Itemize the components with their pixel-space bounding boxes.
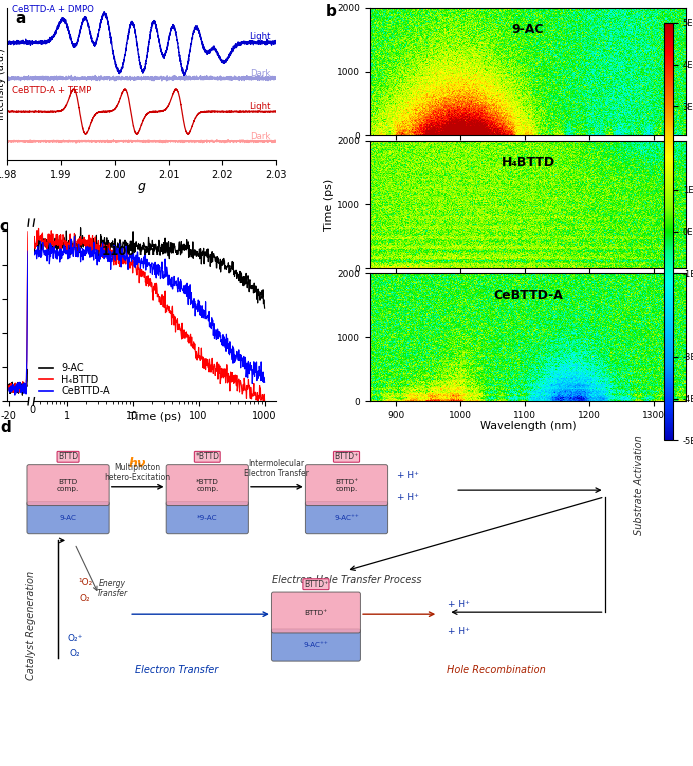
FancyBboxPatch shape xyxy=(306,465,387,506)
X-axis label: Wavelength (nm): Wavelength (nm) xyxy=(480,421,577,431)
Text: 0: 0 xyxy=(29,405,35,415)
Text: BTTD: BTTD xyxy=(58,452,78,461)
Text: BTTD⁺
comp.: BTTD⁺ comp. xyxy=(335,479,358,492)
Text: O₂⁺: O₂⁺ xyxy=(67,634,82,643)
Text: BTTD⁺: BTTD⁺ xyxy=(304,610,328,616)
Text: H₄BTTD: H₄BTTD xyxy=(502,156,554,169)
Text: Time (ps): Time (ps) xyxy=(129,412,181,422)
Text: O₂: O₂ xyxy=(69,650,80,659)
Text: *BTTD: *BTTD xyxy=(195,452,219,461)
Text: *9-AC: *9-AC xyxy=(197,515,218,521)
Legend: 9-AC, H₄BTTD, CeBTTD-A: 9-AC, H₄BTTD, CeBTTD-A xyxy=(39,363,109,396)
Y-axis label: Intensity (a.u.): Intensity (a.u.) xyxy=(0,47,6,119)
Text: Dark: Dark xyxy=(250,69,271,78)
Text: O₂: O₂ xyxy=(80,594,90,603)
Text: BTTD⁺: BTTD⁺ xyxy=(304,580,328,589)
Text: b: b xyxy=(326,4,337,19)
FancyBboxPatch shape xyxy=(306,502,387,534)
FancyBboxPatch shape xyxy=(272,629,360,661)
FancyBboxPatch shape xyxy=(272,592,360,633)
Text: Electron-Hole Transfer Process: Electron-Hole Transfer Process xyxy=(272,574,421,584)
Text: CeBTTD-A + DMPO: CeBTTD-A + DMPO xyxy=(0,765,1,766)
Text: c: c xyxy=(0,219,8,234)
Text: CeBTTD-A: CeBTTD-A xyxy=(493,289,563,302)
Text: 9-AC⁺⁺: 9-AC⁺⁺ xyxy=(334,515,359,521)
Text: Catalyst Regeneration: Catalyst Regeneration xyxy=(26,571,36,680)
FancyBboxPatch shape xyxy=(27,502,109,534)
Text: Substrate Activation: Substrate Activation xyxy=(633,435,644,535)
Y-axis label: Time (ps): Time (ps) xyxy=(324,178,335,231)
Text: CeBTTD-A + DMPO: CeBTTD-A + DMPO xyxy=(12,5,94,15)
Text: + H⁺: + H⁺ xyxy=(448,601,471,610)
Text: Hole Recombination: Hole Recombination xyxy=(446,665,545,675)
Text: CeBTTD-A + TEMP: CeBTTD-A + TEMP xyxy=(12,87,91,95)
Text: Energy
Transfer: Energy Transfer xyxy=(96,578,128,598)
FancyBboxPatch shape xyxy=(27,465,109,506)
Text: d: d xyxy=(0,420,11,435)
Text: hν: hν xyxy=(129,457,146,470)
Text: 9-AC: 9-AC xyxy=(511,23,544,36)
Text: 9-AC⁺⁺: 9-AC⁺⁺ xyxy=(304,642,328,648)
Text: Multiphoton
hetero-Excitation: Multiphoton hetero-Excitation xyxy=(104,463,170,482)
Text: Light: Light xyxy=(249,32,271,41)
Text: + H⁺: + H⁺ xyxy=(398,493,419,502)
FancyBboxPatch shape xyxy=(166,465,248,506)
Text: *BTTD
comp.: *BTTD comp. xyxy=(196,479,219,492)
Text: BTTD⁺: BTTD⁺ xyxy=(335,452,358,461)
X-axis label: g: g xyxy=(138,179,146,192)
Text: + H⁺: + H⁺ xyxy=(398,471,419,480)
Text: 9-AC: 9-AC xyxy=(60,515,76,521)
Text: 1100 nm: 1100 nm xyxy=(102,245,159,258)
Text: Electron Transfer: Electron Transfer xyxy=(135,665,218,675)
Text: Dark: Dark xyxy=(250,132,271,141)
FancyBboxPatch shape xyxy=(166,502,248,534)
Text: ¹O₂: ¹O₂ xyxy=(78,578,92,588)
Text: a: a xyxy=(15,11,26,26)
Text: + H⁺: + H⁺ xyxy=(448,627,471,637)
Text: Intermolecular
Electron Transfer: Intermolecular Electron Transfer xyxy=(244,459,309,478)
Text: Light: Light xyxy=(249,102,271,110)
Text: BTTD
comp.: BTTD comp. xyxy=(57,479,79,492)
